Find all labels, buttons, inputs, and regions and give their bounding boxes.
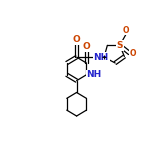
Text: O: O: [73, 35, 80, 44]
Text: S: S: [117, 41, 123, 50]
Text: O: O: [83, 42, 90, 51]
Text: NH: NH: [94, 53, 109, 62]
Text: O: O: [122, 26, 129, 35]
Text: O: O: [130, 49, 136, 58]
Text: NH: NH: [86, 70, 102, 79]
